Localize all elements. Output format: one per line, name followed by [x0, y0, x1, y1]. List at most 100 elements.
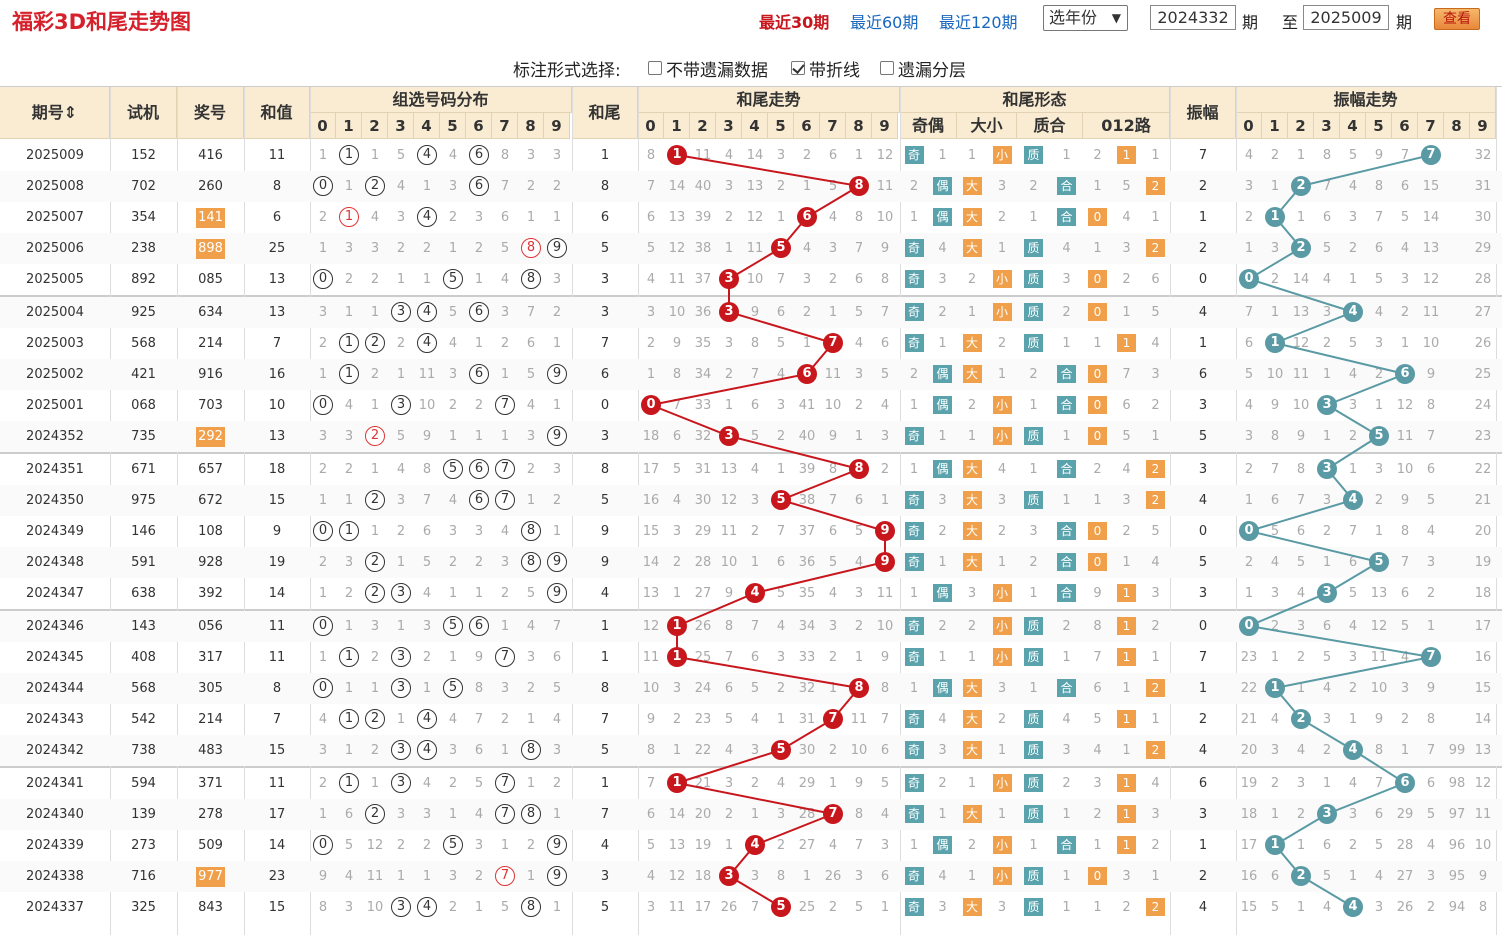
header-digit: 2 — [362, 113, 388, 139]
period-cell: 2024346 — [26, 619, 84, 634]
missing-count: 2 — [802, 148, 812, 163]
recent-30-link[interactable]: 最近30期 — [759, 13, 830, 32]
missing-count: 1 — [344, 305, 354, 320]
missing-count: 1 — [1270, 305, 1280, 320]
missing-count: 5 — [854, 305, 864, 320]
odd-tag: 奇 — [904, 741, 924, 759]
missing-count: 5 — [422, 555, 432, 570]
missing-count: 27 — [1474, 305, 1492, 320]
missing-count: 4 — [1296, 586, 1306, 601]
amp-trend-ball: 3 — [1317, 395, 1337, 415]
missing-count: 6 — [1400, 586, 1410, 601]
missing-count: 8 — [646, 148, 656, 163]
amp-trend-ball: 3 — [1317, 459, 1337, 479]
tail-cell: 6 — [600, 367, 610, 382]
missing-count: 7 — [1374, 776, 1384, 791]
checkbox-checked[interactable] — [791, 61, 805, 75]
road-tag: 2 — [1146, 679, 1165, 697]
missing-count: 2 — [854, 398, 864, 413]
odd-tag: 奇 — [904, 303, 924, 321]
big-tag: 大 — [962, 710, 982, 728]
missing-count: 2 — [1062, 305, 1071, 320]
drawn-digit-circle: 0 — [313, 616, 333, 636]
missing-count: 1 — [776, 462, 786, 477]
missing-count: 13 — [746, 179, 764, 194]
option-layered[interactable]: 遗漏分层 — [880, 56, 966, 81]
period-cell: 2024342 — [26, 743, 84, 758]
year-select[interactable]: 选年份 ▼ — [1043, 5, 1128, 31]
missing-count: 6 — [776, 305, 786, 320]
missing-count: 1 — [997, 807, 1007, 822]
option-polyline[interactable]: 带折线 — [791, 56, 860, 81]
page-title: 福彩3D和尾走势图 — [12, 10, 192, 34]
missing-count: 1 — [1296, 900, 1306, 915]
amp-trend-ball: 4 — [1343, 740, 1363, 760]
period-to-input[interactable]: 2025009 — [1303, 5, 1389, 30]
big-tag: 大 — [962, 208, 982, 226]
missing-count: 1 — [909, 398, 919, 413]
missing-count: 6 — [1374, 241, 1384, 256]
missing-count: 9 — [1426, 367, 1436, 382]
missing-count: 3 — [1374, 900, 1384, 915]
amp-cell: 2 — [1198, 241, 1208, 256]
missing-count: 1 — [997, 743, 1007, 758]
missing-count: 1 — [474, 336, 484, 351]
missing-count: 3 — [422, 619, 432, 634]
missing-count: 1 — [909, 462, 919, 477]
tail-trend-ball: 8 — [849, 678, 869, 698]
road-tag: 1 — [1117, 146, 1136, 164]
recent-60-link[interactable]: 最近60期 — [850, 13, 919, 32]
drawn-digit-circle: 2 — [365, 426, 385, 446]
period-cell: 2024344 — [26, 681, 84, 696]
amp-trend-ball: 4 — [1343, 302, 1363, 322]
missing-count: 32 — [798, 681, 816, 696]
missing-count: 4 — [370, 210, 380, 225]
recent-120-link[interactable]: 最近120期 — [939, 13, 1018, 32]
missing-count: 23 — [1474, 429, 1492, 444]
missing-count: 2 — [828, 650, 838, 665]
period-from-input[interactable]: 2024332 — [1150, 5, 1236, 30]
missing-count: 2 — [967, 398, 977, 413]
prime-tag: 质 — [1024, 491, 1043, 509]
view-button[interactable]: 查看 — [1434, 8, 1480, 30]
amp-cell: 5 — [1198, 429, 1208, 444]
missing-count: 27 — [1396, 869, 1414, 884]
missing-count: 6 — [1426, 462, 1436, 477]
missing-count: 3 — [1029, 524, 1038, 539]
missing-count: 8 — [880, 681, 890, 696]
missing-count: 5 — [1093, 712, 1102, 727]
missing-count: 2 — [1122, 524, 1131, 539]
big-tag: 大 — [962, 679, 982, 697]
header-amp: 振幅 — [1170, 87, 1236, 139]
tail-trend-ball: 3 — [719, 426, 739, 446]
missing-count: 18 — [1474, 586, 1492, 601]
missing-count: 14 — [746, 148, 764, 163]
tail-cell: 7 — [600, 336, 610, 351]
missing-count: 2 — [318, 210, 328, 225]
missing-count: 1 — [1322, 367, 1332, 382]
missing-count: 17 — [694, 900, 712, 915]
missing-count: 12 — [668, 241, 686, 256]
header-period[interactable]: 期号⇕ — [0, 87, 110, 139]
header-digit: 9 — [872, 113, 898, 139]
prize-cell: 305 — [198, 681, 223, 696]
missing-count: 4 — [526, 398, 536, 413]
missing-count: 23 — [1240, 650, 1258, 665]
missing-count: 3 — [776, 807, 786, 822]
checkbox[interactable] — [880, 61, 894, 75]
drawn-digit-circle: 8 — [521, 804, 541, 824]
missing-count: 1 — [802, 869, 812, 884]
odd-tag: 奇 — [904, 553, 924, 571]
missing-count: 10 — [824, 398, 842, 413]
missing-count: 11 — [1396, 429, 1414, 444]
prize-cell: 292 — [177, 421, 244, 452]
checkbox[interactable] — [648, 61, 662, 75]
drawn-digit-circle: 5 — [443, 269, 463, 289]
amp-cell: 1 — [1198, 336, 1208, 351]
missing-count: 29 — [798, 776, 816, 791]
option-no-missing[interactable]: 不带遗漏数据 — [648, 56, 768, 81]
missing-count: 2 — [448, 555, 458, 570]
group-separator — [0, 609, 1502, 611]
header-digit: 1 — [664, 113, 690, 139]
period-cell: 2024339 — [26, 838, 84, 853]
